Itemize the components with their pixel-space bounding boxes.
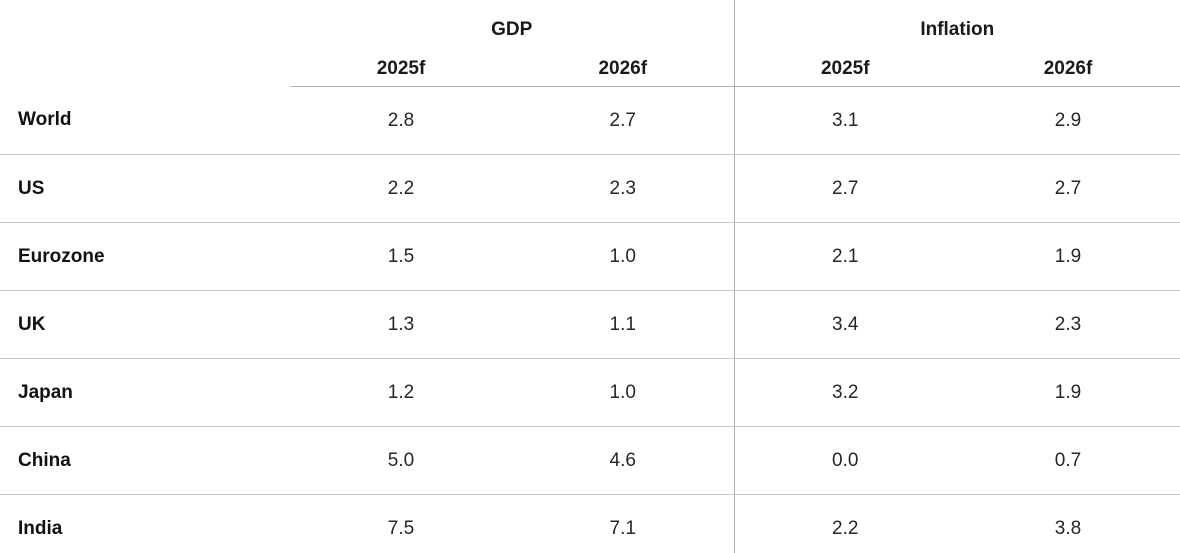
inflation-2025f-value: 0.0 <box>733 426 956 495</box>
region-label: Japan <box>0 358 290 427</box>
group-header-row: GDP Inflation <box>0 0 1180 87</box>
region-label: China <box>0 426 290 495</box>
inflation-2025f-value: 2.7 <box>733 154 956 223</box>
inflation-2026f-value: 2.9 <box>956 86 1180 155</box>
inflation-2026f-value: 1.9 <box>956 358 1180 427</box>
gdp-group-header: GDP <box>491 19 533 40</box>
table-row-china: China 5.0 4.6 0.0 0.7 <box>0 426 1180 495</box>
table-row-uk: UK 1.3 1.1 3.4 2.3 <box>0 290 1180 359</box>
table-row-india: India 7.5 7.1 2.2 3.8 <box>0 494 1180 553</box>
gdp-2026f-value: 2.3 <box>512 154 734 223</box>
gdp-2025f-value: 2.8 <box>290 86 512 155</box>
table-row-japan: Japan 1.2 1.0 3.2 1.9 <box>0 358 1180 427</box>
inflation-group-header: Inflation <box>733 0 1180 52</box>
gdp-2025f-value: 7.5 <box>387 517 415 539</box>
inflation-2025f-value: 3.4 <box>733 290 956 359</box>
region-header-blank <box>0 0 290 87</box>
inflation-2025f-value: 3.1 <box>733 86 956 155</box>
gdp-2025f-value: 1.3 <box>290 290 512 359</box>
inflation-2026f-value: 3.8 <box>1054 517 1082 539</box>
region-label: India <box>18 517 63 539</box>
gdp-2026f-value: 2.7 <box>512 86 734 155</box>
inflation-2026f-value: 0.7 <box>956 426 1180 495</box>
gdp-2026f-header: 2026f <box>512 52 734 87</box>
gdp-2026f-value: 1.0 <box>512 222 734 291</box>
inflation-2025f-value: 2.2 <box>733 494 956 553</box>
inflation-2025f-value: 2.1 <box>733 222 956 291</box>
gdp-2025f-value: 5.0 <box>290 426 512 495</box>
region-label: UK <box>0 290 290 359</box>
inflation-2026f-value: 2.7 <box>956 154 1180 223</box>
region-label: Eurozone <box>0 222 290 291</box>
table-row-eurozone: Eurozone 1.5 1.0 2.1 1.9 <box>0 222 1180 291</box>
region-label: World <box>0 86 290 155</box>
region-label: US <box>0 154 290 223</box>
year-header-row: 2025f 2026f 2025f 2026f <box>0 52 1180 87</box>
gdp-2025f-value: 1.5 <box>290 222 512 291</box>
table-row-us: US 2.2 2.3 2.7 2.7 <box>0 154 1180 223</box>
gdp-2026f-value: 1.1 <box>512 290 734 359</box>
gdp-2025f-value: 1.2 <box>290 358 512 427</box>
gdp-2026f-value: 1.0 <box>512 358 734 427</box>
inflation-2026f-value: 1.9 <box>956 222 1180 291</box>
gdp-2026f-value: 7.1 <box>609 517 636 539</box>
table-row-world: World 2.8 2.7 3.1 2.9 <box>0 86 1180 155</box>
gdp-2025f-value: 2.2 <box>290 154 512 223</box>
inflation-2026f-value: 2.3 <box>956 290 1180 359</box>
gdp-2025f-header: 2025f <box>290 52 512 87</box>
inflation-2025f-header: 2025f <box>733 52 956 87</box>
gdp-2026f-value: 4.6 <box>512 426 734 495</box>
inflation-2025f-value: 3.2 <box>733 358 956 427</box>
inflation-2026f-header: 2026f <box>956 52 1180 87</box>
